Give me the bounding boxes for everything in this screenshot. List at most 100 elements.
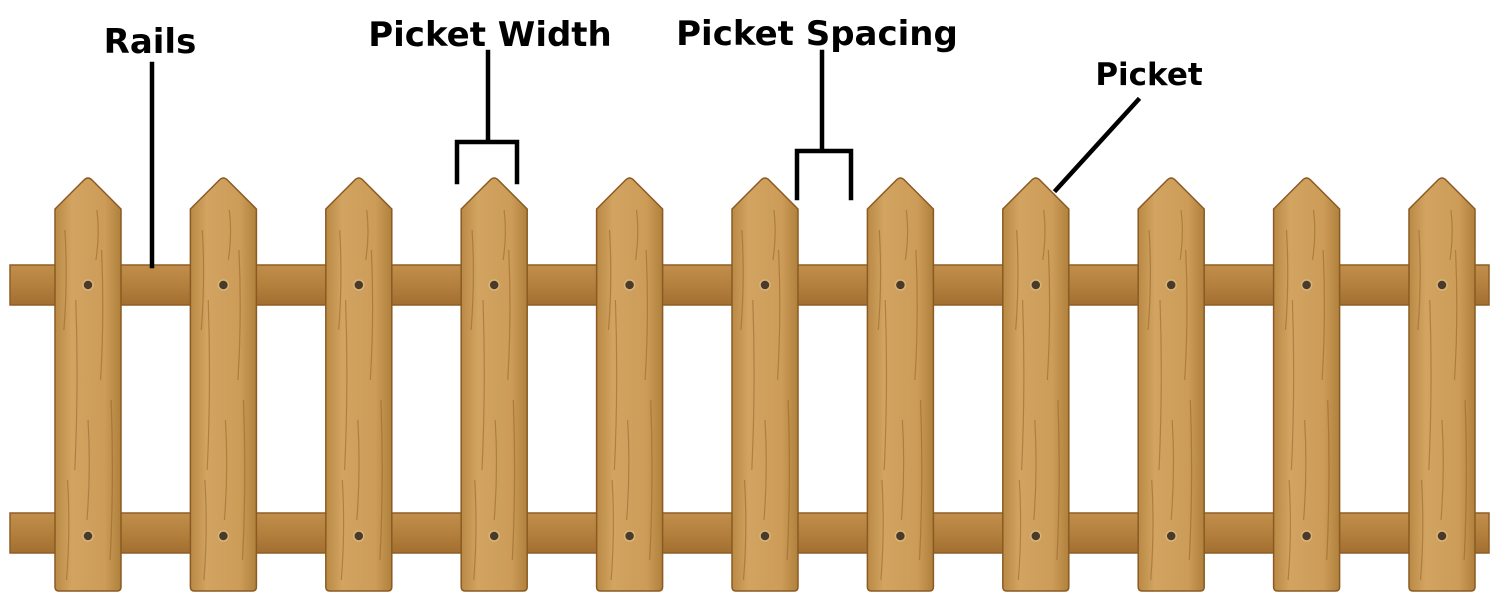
wood-grain — [470, 229, 474, 331]
wood-grain — [1284, 229, 1289, 331]
nail-hole — [217, 279, 230, 291]
wood-grain — [1042, 209, 1046, 261]
pickets-group — [54, 177, 1476, 592]
picket — [1272, 177, 1341, 592]
wood-grain — [1419, 479, 1424, 581]
picket-board — [460, 177, 528, 592]
wood-grain — [786, 399, 790, 561]
nail-hole — [1300, 279, 1313, 291]
wood-grain — [227, 209, 232, 261]
picket-spacing-bracket — [794, 49, 854, 201]
wood-grain — [1449, 209, 1453, 261]
wood-grain — [200, 229, 205, 331]
wood-grain — [109, 399, 113, 561]
wood-grain — [1170, 419, 1175, 521]
picket-label: Picket — [1095, 57, 1203, 93]
picket-board — [595, 177, 664, 592]
wood-grain — [369, 249, 374, 381]
wood-grain — [740, 229, 744, 331]
wood-grain — [1056, 399, 1060, 561]
wood-grain — [1463, 399, 1467, 561]
nail-hole — [353, 279, 365, 291]
nail-hole — [759, 279, 771, 291]
wood-grain — [1033, 419, 1037, 521]
nail-hole — [217, 530, 230, 542]
wood-grain — [1046, 249, 1051, 381]
wood-grain — [1417, 229, 1421, 331]
wood-grain — [1440, 419, 1444, 521]
picket-board — [731, 177, 799, 592]
wood-grain — [203, 479, 207, 581]
wood-grain — [1321, 249, 1326, 381]
wood-grain — [493, 419, 498, 521]
wood-grain — [237, 249, 241, 381]
nail-hole — [759, 530, 771, 542]
nail-hole — [1436, 279, 1448, 291]
wood-grain — [613, 299, 618, 471]
wood-grain — [241, 399, 246, 561]
wood-grain — [74, 299, 78, 471]
nail-hole — [1030, 279, 1042, 291]
wood-grain — [877, 229, 882, 331]
wood-grain — [379, 399, 383, 561]
picket — [595, 177, 664, 592]
picket — [1002, 177, 1070, 592]
wood-grain — [900, 419, 905, 521]
wood-grain — [1428, 299, 1432, 471]
picket-board — [1002, 177, 1070, 592]
picket-board — [866, 177, 935, 592]
wood-grain — [63, 229, 67, 331]
wood-grain — [634, 209, 639, 261]
nail-hole — [1165, 279, 1177, 291]
picket — [1137, 177, 1205, 592]
wood-grain — [626, 419, 630, 521]
picket-width-label: Picket Width — [368, 15, 612, 55]
picket-board — [189, 177, 258, 592]
wood-grain — [356, 419, 360, 521]
wood-grain — [340, 479, 345, 581]
wood-grain — [1453, 249, 1458, 381]
wood-grain — [206, 299, 211, 471]
wood-grain — [1179, 209, 1183, 261]
wood-grain — [607, 229, 612, 331]
picket-board — [1137, 177, 1205, 592]
wood-grain — [86, 419, 90, 521]
wood-grain — [880, 479, 884, 581]
nail-hole — [488, 279, 500, 291]
wood-grain — [365, 209, 369, 261]
rails-label: Rails — [104, 22, 197, 62]
nail-hole — [82, 530, 94, 542]
wood-grain — [763, 419, 767, 521]
nail-hole — [1300, 530, 1313, 542]
picket — [54, 177, 122, 592]
nail-hole — [894, 530, 907, 542]
wood-grain — [772, 209, 776, 261]
picket-leader-line — [1052, 96, 1142, 194]
nail-hole — [1030, 530, 1042, 542]
nail-hole — [82, 279, 94, 291]
wood-grain — [904, 209, 909, 261]
wood-grain — [1287, 479, 1292, 581]
nail-hole — [353, 530, 365, 542]
picket-board — [54, 177, 122, 592]
wood-grain — [99, 249, 104, 381]
wood-grain — [65, 479, 70, 581]
wood-grain — [502, 209, 506, 261]
wood-grain — [481, 299, 485, 471]
picket — [460, 177, 528, 592]
nail-hole — [488, 530, 500, 542]
wood-grain — [1158, 299, 1162, 471]
nail-hole — [894, 279, 907, 291]
picket-spacing-label: Picket Spacing — [676, 14, 958, 54]
picket — [866, 177, 935, 592]
wood-grain — [223, 419, 228, 521]
wood-grain — [751, 299, 755, 471]
wood-grain — [338, 229, 342, 331]
wood-grain — [1021, 299, 1025, 471]
picket — [731, 177, 799, 592]
annotation-labels: Rails Picket Width Picket Spacing Picket — [102, 13, 1204, 95]
wood-grain — [883, 299, 888, 471]
picket-board — [325, 177, 393, 592]
wood-grain — [1017, 479, 1022, 581]
wood-grain — [1147, 229, 1151, 331]
